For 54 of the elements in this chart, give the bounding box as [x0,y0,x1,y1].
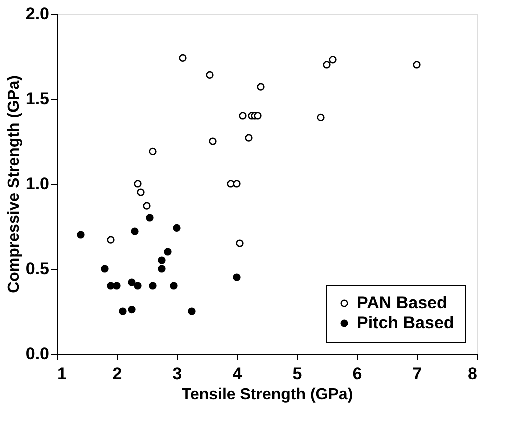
y-axis-title: Compressive Strength (GPa) [6,76,23,294]
point [158,256,166,264]
point [236,240,244,248]
y-tick-label: 1.0 [26,174,50,194]
point [323,61,331,69]
x-tick-label: 7 [412,364,422,384]
point [233,180,241,188]
point [413,61,421,69]
point [128,306,136,314]
point [317,114,325,122]
point [164,248,172,256]
x-tick-label: 4 [232,364,243,384]
x-axis-title: Tensile Strength (GPa) [182,386,354,404]
point [119,308,127,316]
point [239,112,247,120]
point [188,308,196,316]
x-tick-label: 2 [112,364,122,384]
point [179,54,187,62]
x-tick-label: 1 [58,364,67,384]
y-tick-label: 0.0 [26,344,50,364]
point [101,265,109,273]
point [107,236,115,244]
point [173,224,181,232]
point [113,282,121,290]
y-tick-label: 0.5 [26,260,50,278]
point [170,282,178,290]
point [143,202,151,210]
x-tick-label: 8 [468,364,478,384]
point [233,274,241,282]
point [227,180,235,188]
point [245,134,253,142]
point [254,112,262,120]
legend-label: PAN Based [357,294,448,312]
point [149,282,157,290]
point [134,180,142,188]
point [77,231,85,239]
point [206,71,214,80]
legend-label: Pitch Based [357,314,454,332]
point [257,83,265,91]
point [146,214,154,222]
point [209,138,217,146]
point [134,282,142,290]
x-tick-label: 5 [292,364,302,384]
point [149,148,157,156]
point [158,265,166,273]
x-tick-label: 6 [352,364,362,384]
point [107,282,115,290]
point [128,278,136,286]
x-tick-label: 3 [172,364,182,384]
point [137,188,145,196]
point [131,228,139,236]
y-tick-label: 1.5 [26,90,50,108]
point [329,56,337,64]
y-tick-label: 2.0 [26,4,50,24]
